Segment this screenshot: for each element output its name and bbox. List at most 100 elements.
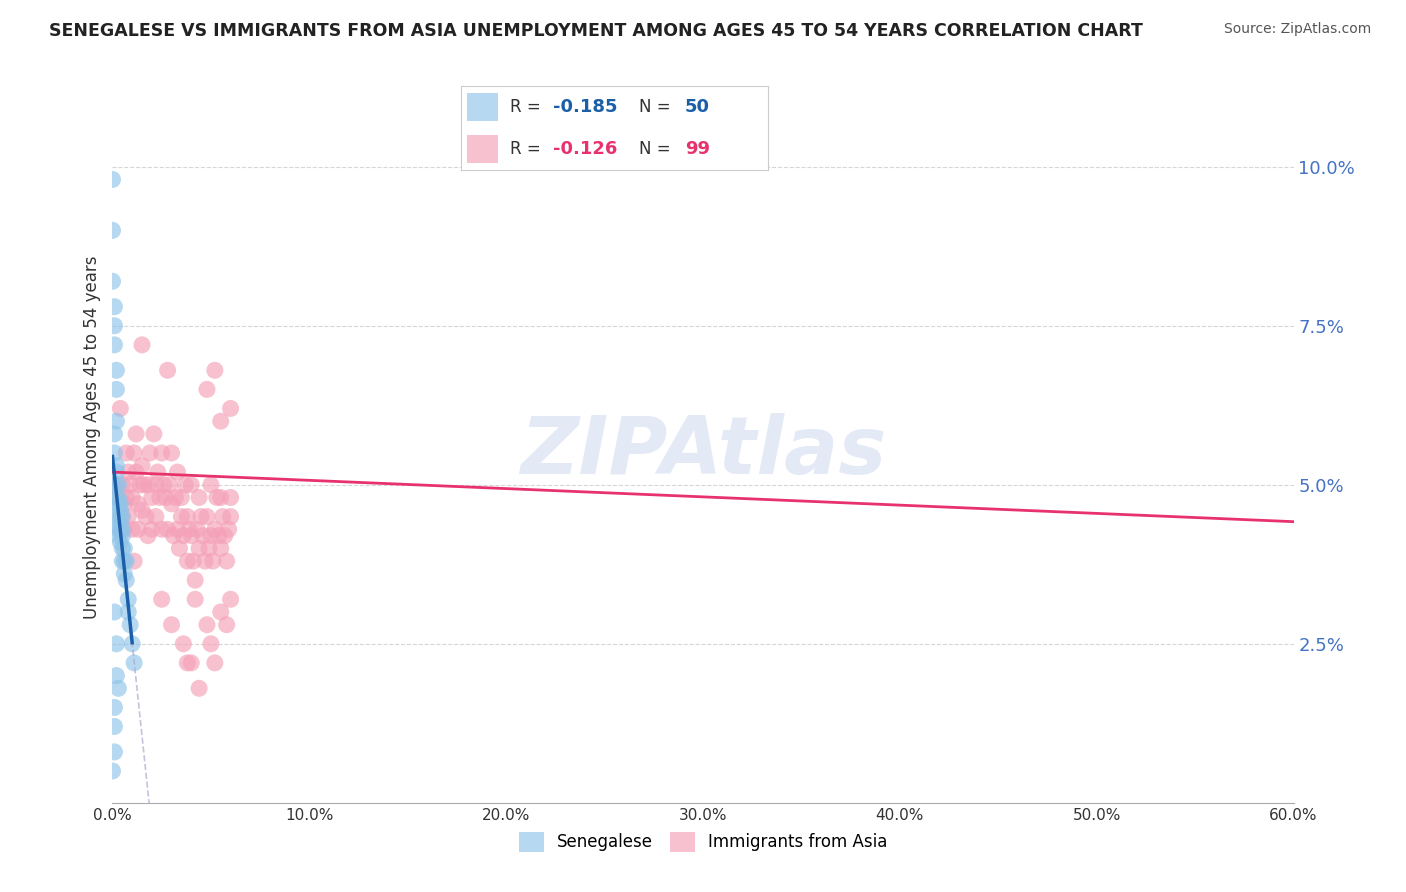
Point bbox=[180, 656, 202, 670]
Point bbox=[103, 300, 125, 314]
Point bbox=[103, 426, 125, 441]
Point bbox=[121, 637, 143, 651]
Point bbox=[107, 491, 129, 505]
Point bbox=[110, 516, 132, 530]
Point bbox=[127, 497, 149, 511]
Point bbox=[219, 509, 242, 524]
Point bbox=[115, 446, 138, 460]
Point bbox=[122, 554, 145, 568]
Point bbox=[103, 719, 125, 733]
Point bbox=[181, 554, 204, 568]
Point bbox=[200, 637, 222, 651]
Point bbox=[211, 509, 233, 524]
Point bbox=[160, 617, 183, 632]
Point bbox=[112, 541, 135, 556]
Point bbox=[150, 522, 173, 536]
Point bbox=[111, 477, 134, 491]
Point bbox=[188, 491, 211, 505]
Point bbox=[184, 592, 207, 607]
Point bbox=[110, 503, 132, 517]
Point bbox=[219, 491, 242, 505]
Point bbox=[146, 465, 169, 479]
Point bbox=[105, 383, 128, 397]
Point bbox=[172, 529, 194, 543]
Point bbox=[111, 529, 134, 543]
Point bbox=[176, 656, 198, 670]
Point bbox=[117, 465, 139, 479]
Point bbox=[149, 491, 172, 505]
Point bbox=[103, 745, 125, 759]
Point bbox=[122, 656, 145, 670]
Point bbox=[101, 172, 124, 186]
Point bbox=[198, 541, 221, 556]
Point bbox=[179, 522, 201, 536]
Point bbox=[165, 491, 187, 505]
Point bbox=[204, 522, 226, 536]
Point bbox=[190, 509, 212, 524]
Point bbox=[111, 509, 134, 524]
Point bbox=[111, 554, 134, 568]
Text: Source: ZipAtlas.com: Source: ZipAtlas.com bbox=[1223, 22, 1371, 37]
Point bbox=[170, 491, 193, 505]
Point bbox=[103, 605, 125, 619]
Point bbox=[125, 426, 148, 441]
Point bbox=[115, 573, 138, 587]
Point bbox=[186, 522, 208, 536]
Point bbox=[125, 465, 148, 479]
Point bbox=[112, 522, 135, 536]
Point bbox=[142, 426, 165, 441]
Point bbox=[204, 363, 226, 377]
Point bbox=[200, 529, 222, 543]
Point bbox=[110, 509, 132, 524]
Point bbox=[169, 541, 191, 556]
Point bbox=[103, 338, 125, 352]
Point bbox=[219, 401, 242, 416]
Point bbox=[110, 401, 132, 416]
Point bbox=[132, 477, 155, 491]
Point bbox=[111, 509, 134, 524]
Point bbox=[110, 522, 132, 536]
Point bbox=[209, 541, 232, 556]
Point bbox=[121, 522, 143, 536]
Point bbox=[156, 363, 179, 377]
Point bbox=[107, 522, 129, 536]
Point bbox=[218, 522, 240, 536]
Point bbox=[200, 477, 222, 491]
Point bbox=[107, 529, 129, 543]
Point bbox=[115, 554, 138, 568]
Point bbox=[115, 491, 138, 505]
Point bbox=[136, 529, 159, 543]
Point bbox=[107, 681, 129, 696]
Point bbox=[105, 491, 128, 505]
Point bbox=[172, 637, 194, 651]
Point bbox=[129, 477, 152, 491]
Point bbox=[107, 477, 129, 491]
Point bbox=[105, 477, 128, 491]
Point bbox=[176, 509, 198, 524]
Point bbox=[141, 522, 163, 536]
Point bbox=[117, 605, 139, 619]
Point bbox=[107, 509, 129, 524]
Point bbox=[219, 592, 242, 607]
Point bbox=[209, 491, 232, 505]
Point bbox=[117, 592, 139, 607]
Point bbox=[215, 554, 238, 568]
Point bbox=[184, 573, 207, 587]
Point bbox=[101, 274, 124, 288]
Point bbox=[214, 529, 236, 543]
Point bbox=[120, 477, 142, 491]
Point bbox=[150, 592, 173, 607]
Point bbox=[188, 681, 211, 696]
Text: ZIPAtlas: ZIPAtlas bbox=[520, 413, 886, 491]
Point bbox=[103, 700, 125, 714]
Point bbox=[105, 458, 128, 473]
Point bbox=[152, 477, 174, 491]
Point bbox=[105, 477, 128, 491]
Point bbox=[166, 522, 188, 536]
Point bbox=[121, 491, 143, 505]
Point bbox=[174, 477, 197, 491]
Point bbox=[176, 554, 198, 568]
Point bbox=[155, 491, 177, 505]
Point bbox=[195, 617, 218, 632]
Legend: Senegalese, Immigrants from Asia: Senegalese, Immigrants from Asia bbox=[510, 823, 896, 860]
